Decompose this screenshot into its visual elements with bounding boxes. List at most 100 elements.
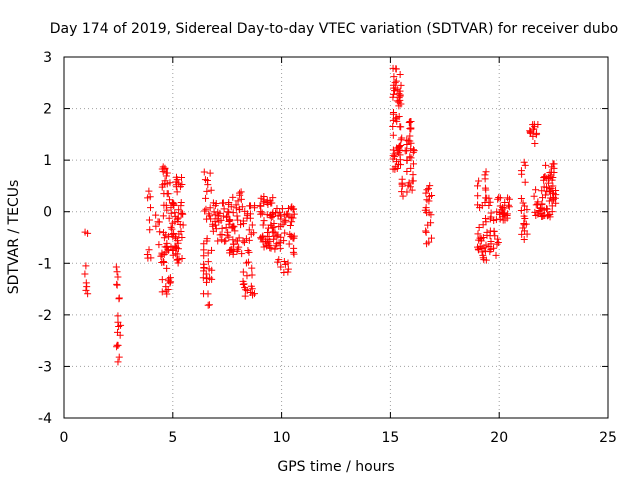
data-point — [257, 202, 265, 210]
y-tick-label: -1 — [38, 256, 52, 272]
data-point — [205, 301, 213, 309]
data-point — [202, 278, 210, 286]
data-point — [224, 228, 232, 236]
data-point — [258, 233, 266, 241]
data-point — [82, 279, 90, 287]
data-point — [277, 233, 285, 241]
data-point — [482, 168, 490, 176]
data-point — [207, 186, 215, 194]
data-point — [204, 258, 212, 266]
data-point — [247, 230, 255, 238]
data-point — [237, 195, 245, 203]
data-point — [159, 212, 167, 220]
data-point — [483, 194, 491, 202]
data-point — [228, 224, 236, 232]
data-point — [116, 331, 124, 339]
data-point — [113, 343, 121, 351]
data-point — [389, 123, 397, 131]
data-point — [200, 240, 208, 248]
data-point — [530, 192, 538, 200]
data-point — [490, 227, 498, 235]
y-tick-label: 3 — [43, 50, 52, 66]
data-point — [177, 210, 185, 218]
data-point — [200, 290, 208, 298]
y-axis-label: SDTVAR / TECUs — [6, 180, 22, 295]
data-point — [549, 189, 557, 197]
data-point — [549, 160, 557, 168]
data-point — [166, 274, 174, 282]
data-point — [114, 318, 122, 326]
data-point — [113, 268, 121, 276]
data-point — [158, 288, 166, 296]
data-point — [152, 211, 160, 219]
x-tick-labels: 0 5 10 15 20 25 — [60, 430, 617, 446]
x-tick-label: 25 — [599, 430, 617, 446]
data-point — [478, 248, 486, 256]
data-point — [113, 281, 121, 289]
data-point — [286, 221, 294, 229]
data-point — [240, 238, 248, 246]
data-point — [202, 194, 210, 202]
data-point — [245, 226, 253, 234]
data-point — [476, 234, 484, 242]
data-point — [494, 238, 502, 246]
data-point — [401, 147, 409, 155]
data-point — [113, 341, 121, 349]
data-point — [287, 204, 295, 212]
data-point — [206, 274, 214, 282]
data-point — [398, 175, 406, 183]
data-point — [205, 265, 213, 273]
data-point — [389, 93, 397, 101]
data-point — [158, 276, 166, 284]
data-point — [398, 134, 406, 142]
data-point — [529, 132, 537, 140]
data-point — [229, 240, 237, 248]
data-point — [232, 201, 240, 209]
data-point — [239, 237, 247, 245]
data-point — [277, 222, 285, 230]
data-point — [82, 262, 90, 270]
data-point — [170, 202, 178, 210]
data-point — [256, 202, 264, 210]
data-point — [217, 216, 225, 224]
data-point — [245, 236, 253, 244]
data-point — [113, 280, 121, 288]
data-point — [397, 123, 405, 131]
data-point — [396, 91, 404, 99]
data-point — [270, 235, 278, 243]
data-point — [392, 65, 400, 73]
data-point — [251, 204, 259, 212]
data-point — [500, 204, 508, 212]
data-point — [517, 206, 525, 214]
data-point — [397, 142, 405, 150]
data-point — [210, 208, 218, 216]
data-point — [165, 275, 173, 283]
data-point — [403, 168, 411, 176]
data-point — [200, 246, 208, 254]
data-point — [178, 173, 186, 181]
data-point — [115, 353, 123, 361]
data-point — [267, 211, 275, 219]
data-point — [176, 183, 184, 191]
data-point — [496, 202, 504, 210]
data-point — [240, 220, 248, 228]
data-point — [278, 205, 286, 213]
data-point — [410, 147, 418, 155]
data-point — [406, 183, 414, 191]
data-point — [174, 237, 182, 245]
data-point — [207, 215, 215, 223]
data-point — [389, 152, 397, 160]
data-point — [496, 194, 504, 202]
data-point — [264, 200, 272, 208]
y-tick-label: -4 — [38, 411, 52, 427]
data-point — [490, 244, 498, 252]
data-point — [543, 174, 551, 182]
data-point — [162, 169, 170, 177]
data-point — [407, 164, 415, 172]
data-point — [236, 191, 244, 199]
data-point — [238, 203, 246, 211]
data-point — [541, 173, 549, 181]
data-point — [202, 270, 210, 278]
data-point — [233, 247, 241, 255]
data-point — [220, 205, 228, 213]
